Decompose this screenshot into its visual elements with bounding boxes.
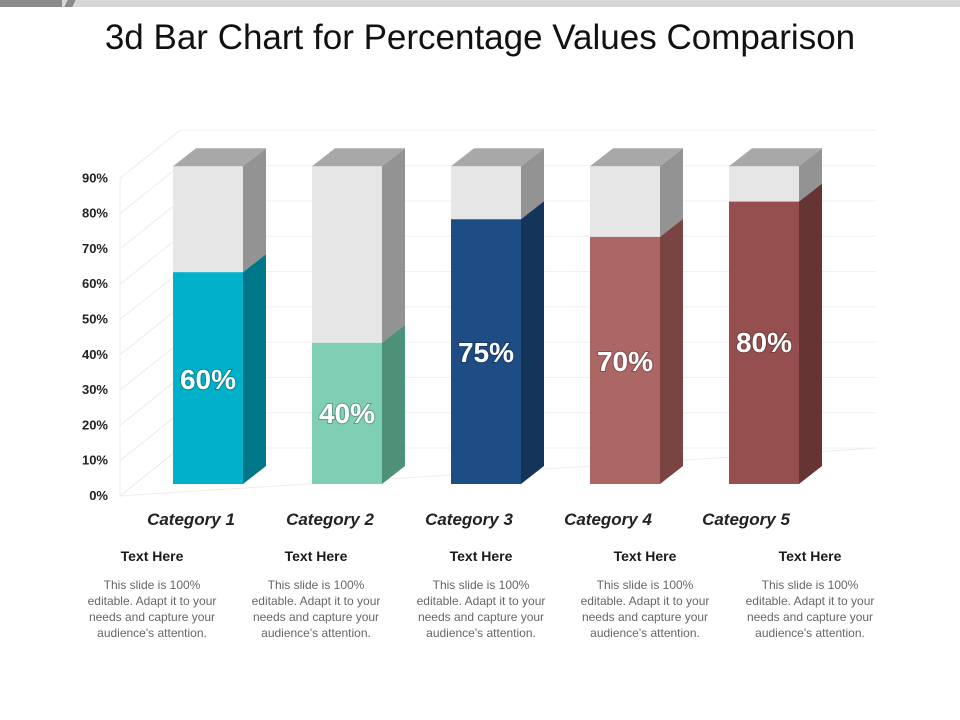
top-decor-accent: [0, 0, 62, 7]
grid-line-side: [119, 447, 181, 497]
description-body: This slide is 100% editable. Adapt it to…: [580, 578, 710, 640]
bar-front: [590, 236, 660, 484]
y-tick-label: 50%: [82, 312, 108, 327]
bar-side: [243, 254, 266, 484]
bar-side: [660, 218, 683, 484]
bar-empty-front: [451, 166, 521, 220]
description-column-2: Text Here This slide is 100% editable. A…: [251, 548, 381, 641]
y-tick-label: 20%: [82, 417, 108, 432]
grid-line-side: [119, 129, 181, 179]
data-label: 80%: [736, 327, 792, 358]
bar-empty-front: [590, 166, 660, 237]
y-tick-label: 60%: [82, 276, 108, 291]
bar-top-cap: [590, 148, 683, 167]
description-column-3: Text Here This slide is 100% editable. A…: [416, 548, 546, 641]
description-body: This slide is 100% editable. Adapt it to…: [416, 578, 546, 640]
y-tick-label: 30%: [82, 382, 108, 397]
description-column-4: Text Here This slide is 100% editable. A…: [580, 548, 710, 641]
bar-side: [799, 183, 822, 484]
grid-line-side: [119, 377, 181, 426]
description-title: Text Here: [449, 548, 513, 564]
top-decor-bar: [0, 0, 960, 7]
bar-side: [382, 324, 405, 484]
y-tick-label: 40%: [82, 347, 108, 362]
grid-line-side: [119, 200, 181, 250]
bar-chart: 0% 10% 20% 30% 40% 50% 60% 70% 80% 90% 60% Category…: [82, 129, 877, 529]
bar-empty-side: [243, 148, 266, 273]
bar-top-cap: [451, 148, 544, 167]
x-tick-label: Category 1: [147, 510, 235, 529]
bar-empty-front: [173, 166, 243, 273]
y-tick-label: 0%: [89, 488, 108, 503]
x-tick-label: Category 4: [564, 510, 652, 529]
bar-front: [173, 272, 243, 484]
bar-top-cap: [729, 148, 822, 167]
bar-empty-side: [382, 148, 405, 343]
x-tick-label: Category 5: [702, 510, 790, 529]
data-label: 60%: [180, 364, 236, 395]
description-title: Text Here: [284, 548, 348, 564]
description-title: Text Here: [120, 548, 184, 564]
bar-front: [729, 201, 799, 484]
data-label: 70%: [597, 346, 653, 377]
y-tick-label: 80%: [82, 206, 108, 221]
bar-empty-front: [312, 166, 382, 343]
data-label: 75%: [458, 337, 514, 368]
bar-empty-side: [799, 148, 822, 202]
x-tick-label: Category 3: [425, 510, 513, 529]
grid-line-side: [119, 271, 181, 320]
bar-top-cap: [312, 148, 405, 167]
bar-front: [451, 219, 521, 484]
y-tick-label: 10%: [82, 453, 108, 468]
bar-empty-side: [660, 148, 683, 237]
description-body: This slide is 100% editable. Adapt it to…: [87, 578, 217, 640]
x-tick-label: Category 2: [286, 510, 374, 529]
grid-line-side: [119, 341, 181, 391]
description-body: This slide is 100% editable. Adapt it to…: [251, 578, 381, 640]
description-title: Text Here: [778, 548, 842, 564]
data-label: 40%: [319, 398, 375, 429]
page-title: 3d Bar Chart for Percentage Values Compa…: [104, 18, 856, 57]
bar-empty-side: [521, 148, 544, 220]
y-tick-label: 70%: [82, 241, 108, 256]
grid-line-side: [119, 235, 181, 285]
bar-side: [521, 201, 544, 484]
grid-line-side: [119, 306, 181, 356]
grid-line-side: [119, 165, 181, 214]
bar-front: [312, 342, 382, 484]
description-column-5: Text Here This slide is 100% editable. A…: [745, 548, 875, 641]
bar-top-cap: [173, 148, 266, 167]
description-column-1: Text Here This slide is 100% editable. A…: [87, 548, 217, 641]
bar-empty-front: [729, 166, 799, 202]
y-tick-label: 90%: [82, 170, 108, 185]
grid-line-side: [119, 412, 181, 462]
description-body: This slide is 100% editable. Adapt it to…: [745, 578, 875, 640]
description-title: Text Here: [613, 548, 677, 564]
